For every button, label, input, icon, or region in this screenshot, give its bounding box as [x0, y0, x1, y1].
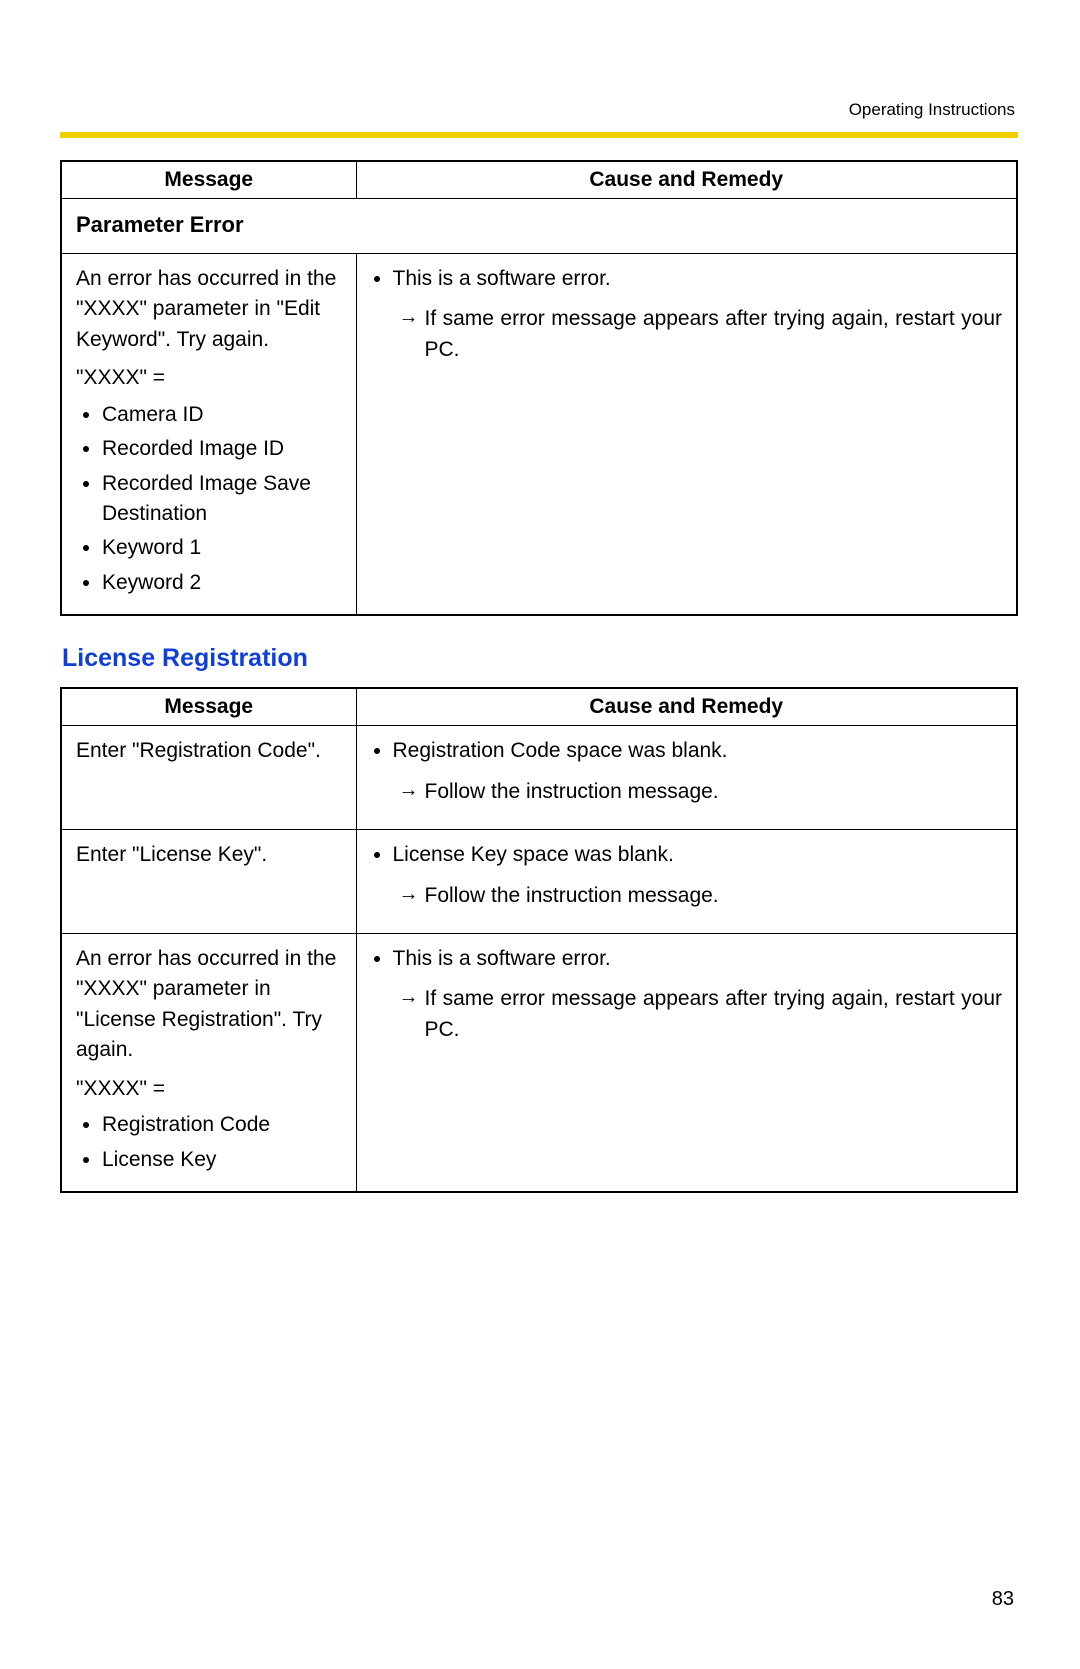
header-accent-rule	[60, 132, 1018, 138]
remedy-sub-text: Follow the instruction message.	[425, 881, 1003, 911]
xxxx-label: "XXXX" =	[76, 1074, 342, 1104]
table-section-row: Parameter Error	[61, 199, 1017, 254]
error-table-license: Message Cause and Remedy Enter "Registra…	[60, 687, 1018, 1193]
list-item: Keyword 2	[102, 568, 342, 598]
remedy-item: License Key space was blank. → Follow th…	[393, 840, 1003, 911]
remedy-sub-text: If same error message appears after tryi…	[425, 304, 1003, 365]
remedy-list: This is a software error. → If same erro…	[371, 944, 1003, 1045]
section-heading-license: License Registration	[62, 644, 1018, 673]
cell-remedy: License Key space was blank. → Follow th…	[356, 830, 1017, 934]
table-row: Enter "Registration Code". Registration …	[61, 726, 1017, 830]
list-item: Camera ID	[102, 400, 342, 430]
arrow-icon: →	[399, 984, 419, 1045]
cell-remedy: This is a software error. → If same erro…	[356, 253, 1017, 615]
arrow-icon: →	[399, 304, 419, 365]
col-header-message: Message	[61, 688, 356, 726]
remedy-main-text: This is a software error.	[393, 267, 611, 290]
msg-intro-text: An error has occurred in the "XXXX" para…	[76, 264, 342, 355]
list-item: Recorded Image ID	[102, 434, 342, 464]
remedy-main-text: This is a software error.	[393, 947, 611, 970]
cell-remedy: This is a software error. → If same erro…	[356, 934, 1017, 1193]
list-item: License Key	[102, 1145, 342, 1175]
list-item: Registration Code	[102, 1110, 342, 1140]
col-header-message: Message	[61, 161, 356, 199]
col-header-remedy: Cause and Remedy	[356, 161, 1017, 199]
arrow-icon: →	[399, 881, 419, 911]
table-row: An error has occurred in the "XXXX" para…	[61, 934, 1017, 1193]
cell-message: Enter "Registration Code".	[61, 726, 356, 830]
remedy-main-text: Registration Code space was blank.	[393, 739, 728, 762]
cell-message: An error has occurred in the "XXXX" para…	[61, 253, 356, 615]
remedy-sub-text: Follow the instruction message.	[425, 777, 1003, 807]
list-item: Keyword 1	[102, 533, 342, 563]
cell-message: An error has occurred in the "XXXX" para…	[61, 934, 356, 1193]
section-title: Parameter Error	[61, 199, 1017, 254]
xxxx-list: Registration Code License Key	[76, 1110, 342, 1175]
xxxx-list: Camera ID Recorded Image ID Recorded Ima…	[76, 400, 342, 599]
table-row: Enter "License Key". License Key space w…	[61, 830, 1017, 934]
remedy-list: Registration Code space was blank. → Fol…	[371, 736, 1003, 807]
list-item: Recorded Image Save Destination	[102, 469, 342, 530]
remedy-item: Registration Code space was blank. → Fol…	[393, 736, 1003, 807]
xxxx-label: "XXXX" =	[76, 363, 342, 393]
remedy-list: This is a software error. → If same erro…	[371, 264, 1003, 365]
error-table-parameter: Message Cause and Remedy Parameter Error…	[60, 160, 1018, 616]
page-number: 83	[992, 1588, 1014, 1611]
remedy-sub: → If same error message appears after tr…	[393, 984, 1003, 1045]
header-running-title: Operating Instructions	[849, 100, 1015, 120]
remedy-list: License Key space was blank. → Follow th…	[371, 840, 1003, 911]
remedy-item: This is a software error. → If same erro…	[393, 264, 1003, 365]
cell-message: Enter "License Key".	[61, 830, 356, 934]
table-header-row: Message Cause and Remedy	[61, 161, 1017, 199]
msg-intro-text: An error has occurred in the "XXXX" para…	[76, 944, 342, 1066]
remedy-main-text: License Key space was blank.	[393, 843, 674, 866]
cell-remedy: Registration Code space was blank. → Fol…	[356, 726, 1017, 830]
table-header-row: Message Cause and Remedy	[61, 688, 1017, 726]
remedy-sub: → If same error message appears after tr…	[393, 304, 1003, 365]
document-page: Operating Instructions Message Cause and…	[0, 0, 1080, 1669]
table-row: An error has occurred in the "XXXX" para…	[61, 253, 1017, 615]
remedy-sub: → Follow the instruction message.	[393, 777, 1003, 807]
arrow-icon: →	[399, 777, 419, 807]
col-header-remedy: Cause and Remedy	[356, 688, 1017, 726]
remedy-item: This is a software error. → If same erro…	[393, 944, 1003, 1045]
page-content: Message Cause and Remedy Parameter Error…	[60, 160, 1018, 1193]
remedy-sub-text: If same error message appears after tryi…	[425, 984, 1003, 1045]
remedy-sub: → Follow the instruction message.	[393, 881, 1003, 911]
